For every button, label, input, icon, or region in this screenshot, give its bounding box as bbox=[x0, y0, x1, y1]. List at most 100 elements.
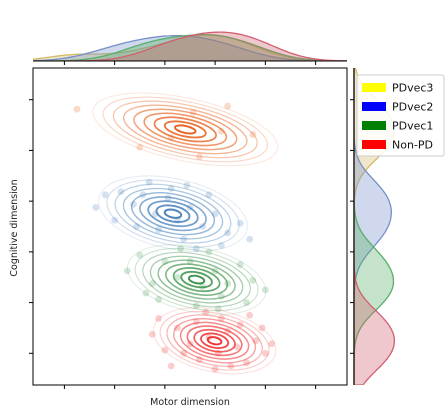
contour-line bbox=[200, 332, 230, 349]
scatter-points bbox=[73, 102, 276, 373]
scatter-point bbox=[136, 143, 144, 151]
scatter-point bbox=[252, 337, 260, 345]
scatter-point bbox=[268, 340, 276, 348]
contour-line bbox=[155, 204, 191, 223]
scatter-point bbox=[180, 235, 188, 243]
legend-item-pdvec2: PDvec2 bbox=[362, 101, 433, 114]
scatter-point bbox=[167, 185, 175, 192]
contour-line bbox=[174, 124, 197, 135]
points-pdvec2 bbox=[92, 178, 254, 253]
scatter-point bbox=[161, 257, 169, 265]
right-marginal-ticks bbox=[350, 99, 354, 354]
scatter-point bbox=[205, 334, 213, 341]
scatter-point bbox=[211, 365, 219, 373]
contour-line bbox=[114, 183, 232, 244]
scatter-point bbox=[180, 349, 188, 357]
scatter-point bbox=[224, 229, 232, 237]
scatter-point bbox=[218, 315, 225, 322]
main-axis-ticks bbox=[29, 99, 317, 389]
plot-area bbox=[33, 68, 347, 385]
legend-label: PDvec3 bbox=[392, 82, 433, 95]
legend-swatch bbox=[362, 140, 386, 149]
scatter-point bbox=[123, 267, 131, 275]
scatter-point bbox=[236, 261, 244, 268]
scatter-point bbox=[183, 181, 191, 189]
points-pdvec1 bbox=[123, 245, 269, 313]
scatter-point bbox=[155, 315, 163, 322]
contour-line bbox=[193, 328, 236, 353]
scatter-point bbox=[246, 311, 254, 319]
scatter-point bbox=[258, 324, 266, 332]
scatter-point bbox=[92, 204, 100, 211]
scatter-point bbox=[205, 248, 213, 256]
scatter-point bbox=[243, 299, 250, 306]
scatter-point bbox=[249, 276, 257, 284]
scatter-point bbox=[196, 153, 203, 161]
x-axis-label: Motor dimension bbox=[150, 397, 230, 408]
scatter-point bbox=[192, 245, 200, 253]
scatter-point bbox=[227, 362, 235, 370]
scatter-point bbox=[174, 216, 181, 224]
scatter-point bbox=[196, 356, 203, 364]
scatter-point bbox=[205, 191, 213, 199]
contour-line bbox=[106, 179, 240, 248]
scatter-point bbox=[148, 330, 156, 338]
legend-items: PDvec3 PDvec2 PDvec1 Non-PD bbox=[362, 82, 433, 152]
scatter-point bbox=[236, 321, 244, 329]
scatter-point bbox=[224, 327, 232, 335]
points-pdvec3 bbox=[73, 102, 257, 161]
scatter-point bbox=[142, 289, 150, 297]
contour-line bbox=[172, 267, 221, 293]
legend-swatch bbox=[362, 83, 386, 92]
scatter-point bbox=[145, 178, 153, 186]
scatter-point bbox=[189, 108, 197, 116]
contour-line bbox=[166, 314, 263, 367]
scatter-point bbox=[130, 200, 137, 208]
legend: PDvec3 PDvec2 PDvec1 Non-PD bbox=[356, 74, 445, 157]
scatter-point bbox=[233, 343, 241, 351]
scatter-point bbox=[261, 286, 269, 294]
contour-line bbox=[147, 200, 199, 228]
legend-label: PDvec1 bbox=[392, 120, 433, 133]
scatter-point bbox=[177, 245, 184, 253]
scatter-point bbox=[139, 191, 147, 199]
scatter-point bbox=[186, 257, 194, 265]
contour-line bbox=[152, 307, 277, 375]
contour-line bbox=[139, 196, 207, 232]
scatter-point bbox=[218, 242, 225, 249]
contour-line bbox=[157, 259, 236, 300]
legend-swatch bbox=[362, 121, 386, 130]
scatter-point bbox=[101, 191, 109, 199]
contour-line bbox=[163, 120, 207, 139]
contour-line bbox=[206, 336, 223, 346]
contour-line bbox=[187, 274, 206, 285]
scatter-point bbox=[167, 134, 175, 142]
contour-line bbox=[98, 175, 248, 252]
scatter-point bbox=[164, 194, 172, 202]
contour-line bbox=[123, 104, 248, 155]
contour-line bbox=[163, 208, 183, 219]
contour-line bbox=[126, 244, 267, 316]
contours-pdvec1 bbox=[126, 244, 267, 316]
scatter-point bbox=[192, 302, 200, 310]
scatter-point bbox=[136, 251, 144, 259]
legend-swatch bbox=[362, 102, 386, 111]
scatter-point bbox=[224, 280, 232, 287]
contour-line bbox=[143, 112, 228, 147]
contour-line bbox=[149, 255, 244, 304]
legend-item-non-pd: Non-PD bbox=[362, 139, 433, 152]
scatter-point bbox=[199, 283, 206, 291]
main-plot bbox=[29, 67, 348, 389]
scatter-point bbox=[261, 349, 269, 357]
contour-line bbox=[133, 108, 238, 151]
contour-line bbox=[173, 318, 257, 364]
contour-line bbox=[165, 263, 229, 296]
legend-item-pdvec1: PDvec1 bbox=[362, 120, 433, 133]
contour-line bbox=[153, 116, 217, 143]
contours-non-pd bbox=[152, 307, 277, 375]
contours-pdvec2 bbox=[98, 175, 248, 252]
scatter-point bbox=[161, 346, 169, 354]
contour-line bbox=[142, 251, 251, 308]
contours-pdvec3 bbox=[92, 92, 279, 167]
legend-box bbox=[356, 74, 445, 157]
